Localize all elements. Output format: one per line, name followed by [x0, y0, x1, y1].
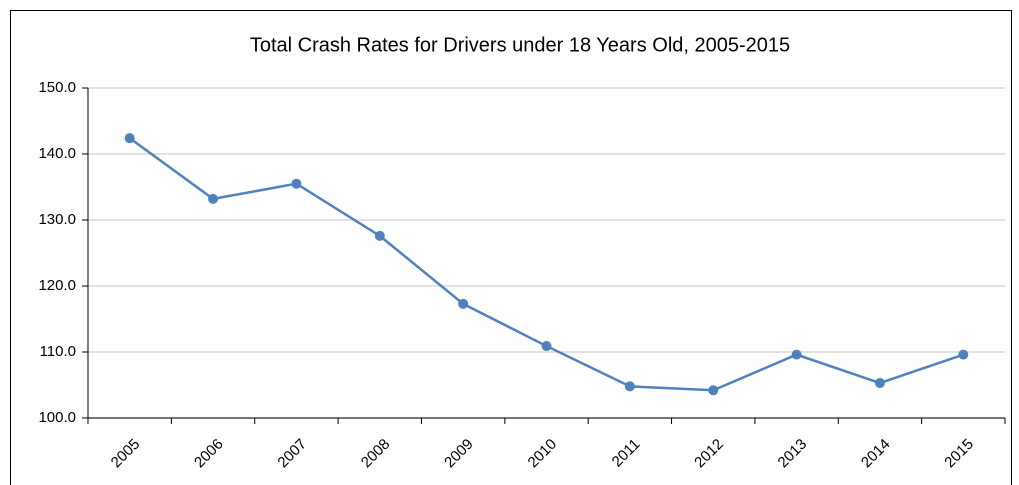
- x-tick-label: 2010: [525, 436, 561, 472]
- x-tick-label: 2014: [858, 436, 894, 472]
- x-tick-label: 2011: [609, 436, 644, 471]
- data-point: [624, 381, 635, 392]
- x-tick-label: 2005: [108, 436, 144, 472]
- data-point: [124, 133, 135, 144]
- data-point: [874, 378, 885, 389]
- x-tick-label: 2008: [358, 436, 394, 472]
- x-tick-label: 2006: [191, 436, 227, 472]
- data-point: [374, 230, 385, 241]
- data-point: [208, 193, 219, 204]
- x-tick-label: 2009: [441, 436, 477, 472]
- data-point: [958, 349, 969, 360]
- y-tick-label: 100.0: [38, 409, 76, 426]
- y-tick-label: 110.0: [40, 343, 76, 360]
- chart-title: Total Crash Rates for Drivers under 18 Y…: [250, 34, 790, 56]
- data-point: [708, 385, 719, 396]
- data-point: [458, 298, 469, 309]
- x-tick-label: 2015: [941, 436, 977, 472]
- data-point: [541, 341, 552, 352]
- data-point: [791, 349, 802, 360]
- x-tick-label: 2007: [274, 436, 310, 472]
- y-tick-label: 140.0: [38, 145, 76, 162]
- y-tick-label: 130.0: [38, 211, 76, 228]
- data-point: [291, 178, 302, 189]
- y-tick-label: 150.0: [38, 79, 76, 96]
- x-tick-label: 2013: [775, 436, 811, 472]
- chart-frame: [10, 10, 1012, 485]
- y-tick-label: 120.0: [38, 277, 76, 294]
- x-tick-label: 2012: [691, 436, 727, 472]
